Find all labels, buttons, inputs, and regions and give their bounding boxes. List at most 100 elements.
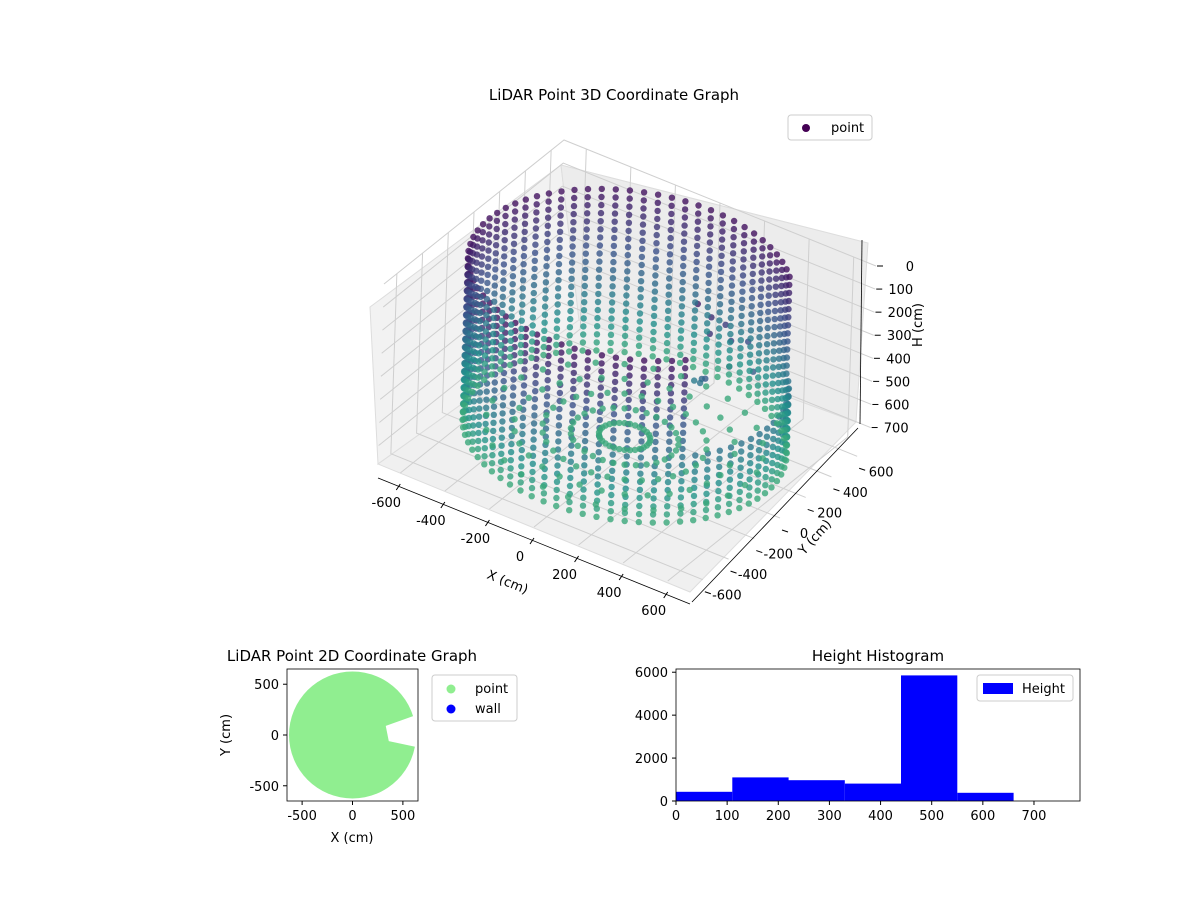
point-marker <box>556 422 562 428</box>
point-marker <box>624 453 630 459</box>
point-marker <box>498 443 504 449</box>
point-marker <box>718 269 724 275</box>
point-marker <box>776 339 782 345</box>
histogram-bar-4 <box>901 675 957 801</box>
point-marker <box>640 374 646 380</box>
point-marker <box>489 363 495 369</box>
point-marker <box>746 492 752 498</box>
point-marker <box>613 363 619 369</box>
x-tick-label-600: 600 <box>970 809 995 824</box>
point-marker <box>717 301 723 307</box>
x-tick-label-700: 700 <box>1022 809 1047 824</box>
point-marker <box>500 402 506 408</box>
point-marker <box>508 321 514 327</box>
point-marker <box>469 389 475 395</box>
point-marker <box>465 439 471 445</box>
point-marker <box>580 511 586 517</box>
point-marker <box>729 291 735 297</box>
2d-legend-label-point: point <box>475 682 508 697</box>
point-marker <box>766 268 772 274</box>
point-marker <box>610 460 616 466</box>
point-marker <box>726 355 732 361</box>
point-marker <box>609 291 615 297</box>
point-marker <box>681 405 687 411</box>
x-tick-label-200: 200 <box>766 809 791 824</box>
point-marker <box>583 242 589 248</box>
point-marker <box>742 410 748 416</box>
point-marker <box>777 331 783 337</box>
point-marker <box>737 369 743 375</box>
point-marker <box>482 336 488 342</box>
point-marker <box>666 430 672 436</box>
point-marker <box>490 436 496 442</box>
point-marker <box>498 350 504 356</box>
point-marker <box>665 300 671 306</box>
point-marker <box>636 495 642 501</box>
point-marker <box>609 468 615 474</box>
point-marker <box>627 195 633 201</box>
point-marker <box>593 501 599 507</box>
point-marker <box>568 425 574 431</box>
point-marker <box>714 374 720 380</box>
point-marker <box>727 485 733 491</box>
point-marker <box>750 271 756 277</box>
point-marker <box>666 439 672 445</box>
point-marker <box>492 379 498 385</box>
point-marker <box>766 293 772 299</box>
point-marker <box>775 372 781 378</box>
point-marker <box>679 462 685 468</box>
point-marker <box>757 318 763 324</box>
point-marker <box>567 475 573 481</box>
point-marker <box>691 340 697 346</box>
point-marker <box>459 417 465 423</box>
point-marker <box>666 447 672 453</box>
point-marker <box>707 231 713 237</box>
point-marker <box>754 391 760 397</box>
point-marker <box>494 210 500 216</box>
2d-title: LiDAR Point 2D Coordinate Graph <box>227 647 477 665</box>
point-marker <box>778 291 784 297</box>
point-marker <box>582 259 588 265</box>
point-marker <box>554 317 560 323</box>
point-marker <box>764 425 770 431</box>
point-marker <box>747 335 753 341</box>
point-marker <box>502 213 508 219</box>
point-marker <box>540 429 546 435</box>
point-marker <box>518 374 524 380</box>
point-marker <box>476 422 482 428</box>
y-tick-label--400: -400 <box>738 568 768 583</box>
point-marker <box>569 259 575 265</box>
point-marker <box>651 313 657 319</box>
point-marker <box>653 264 659 270</box>
point-marker <box>585 349 591 355</box>
point-marker <box>662 456 668 462</box>
point-marker <box>612 379 618 385</box>
point-marker <box>508 441 514 447</box>
point-marker <box>526 395 532 401</box>
point-marker <box>653 459 659 465</box>
point-marker <box>567 467 573 473</box>
point-marker <box>705 280 711 286</box>
point-marker <box>739 289 745 295</box>
point-marker <box>607 348 613 354</box>
point-marker <box>584 365 590 371</box>
point-marker <box>730 258 736 264</box>
point-marker <box>476 326 482 332</box>
point-marker <box>584 202 590 208</box>
point-marker <box>690 509 696 515</box>
point-marker <box>779 275 785 281</box>
point-marker <box>558 188 564 194</box>
point-marker <box>738 440 744 446</box>
point-marker <box>491 404 497 410</box>
point-marker <box>686 393 692 399</box>
point-marker <box>763 450 769 456</box>
point-marker <box>754 496 760 502</box>
point-marker <box>715 496 721 502</box>
point-marker <box>718 277 724 283</box>
x-tick-label-500: 500 <box>919 809 944 824</box>
point-marker <box>479 245 485 251</box>
point-marker <box>499 302 505 308</box>
point-marker <box>725 492 731 498</box>
point-marker <box>531 266 537 272</box>
point-marker <box>702 369 708 375</box>
